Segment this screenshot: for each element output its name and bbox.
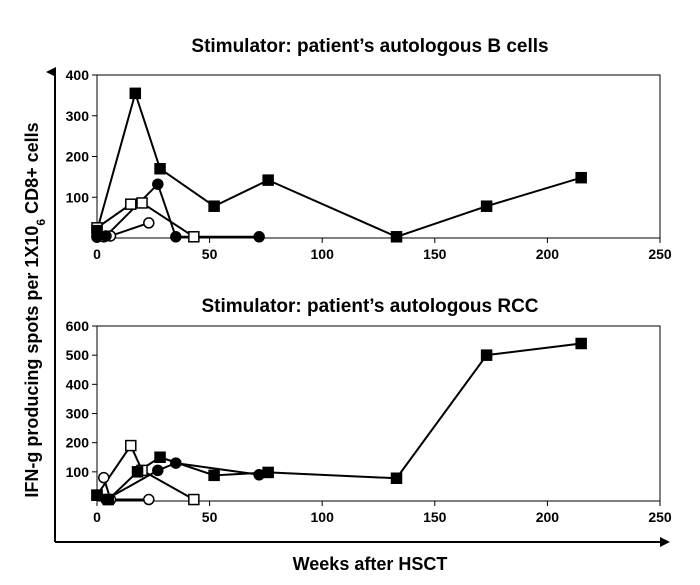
y-tick-label: 500 [66, 347, 90, 363]
data-point-open-square [125, 198, 137, 210]
data-point-filled-square [575, 171, 587, 184]
data-point-open-circle [143, 493, 155, 506]
data-point-filled-square [575, 337, 587, 350]
panel-rcc-ticks: 0 50 100 150 200 250 100 200 300 400 500 600 [66, 318, 672, 525]
y-tick-label: 100 [66, 189, 90, 205]
x-arrowhead [660, 537, 670, 547]
x-tick-label: 250 [648, 246, 672, 262]
data-point-open-square [136, 197, 148, 209]
panel-rcc-lines [96, 342, 582, 501]
data-point-filled-square [154, 451, 166, 463]
data-point-filled-square [154, 162, 166, 175]
data-point-filled-square [91, 224, 103, 237]
panel-b-cells-lines [96, 92, 582, 239]
y-tick-label: 200 [66, 149, 90, 165]
data-point-filled-square [262, 466, 274, 479]
y-tick-label: 300 [66, 406, 90, 422]
panel-b-cells-ticks: 0 50 100 150 200 250 100 200 300 400 [66, 67, 672, 262]
y-tick-label: 600 [66, 318, 90, 334]
data-point-filled-circle [152, 178, 164, 190]
y-tick-label: 100 [66, 464, 90, 480]
series-line-open-square [96, 444, 195, 501]
panel-b-cells-frame [96, 74, 661, 239]
data-point-filled-square [129, 87, 142, 100]
series-line-filled-circle [105, 462, 260, 501]
data-point-filled-square [262, 174, 274, 186]
data-point-filled-square [480, 349, 493, 361]
data-point-open-square [125, 439, 137, 452]
panel-b-cells-title: Stimulator: patient’s autologous B cells [191, 36, 548, 57]
data-point-open-square [188, 231, 200, 243]
data-point-filled-square [102, 493, 115, 506]
panel-rcc-title: Stimulator: patient’s autologous RCC [201, 296, 538, 317]
x-tick-label: 100 [311, 509, 335, 525]
y-tick-label: 300 [66, 108, 90, 124]
data-point-filled-square [208, 200, 220, 212]
x-tick-label: 200 [536, 509, 560, 525]
y-tick-label: 400 [66, 67, 90, 83]
data-point-filled-circle [170, 457, 182, 469]
data-point-filled-circle [170, 231, 182, 243]
data-point-filled-square [480, 200, 493, 212]
data-point-filled-square [131, 466, 144, 478]
x-tick-label: 50 [202, 509, 218, 525]
series-line-filled-square [96, 92, 582, 238]
panel-rcc: Stimulator: patient’s autologous RCC 0 50… [66, 296, 672, 525]
data-point-filled-square [91, 489, 103, 501]
data-point-open-circle [143, 217, 155, 229]
data-point-filled-square [208, 469, 220, 482]
x-tick-label: 200 [536, 246, 560, 262]
data-point-open-square [188, 493, 200, 506]
panel-rcc-frame [96, 325, 661, 502]
panel-rcc-markers [91, 337, 587, 506]
data-point-filled-circle [152, 464, 164, 477]
x-tick-label: 250 [648, 509, 672, 525]
data-point-filled-square [390, 472, 403, 484]
figure-xlabel: Weeks after HSCT [293, 554, 448, 574]
x-tick-label: 0 [93, 509, 101, 525]
panel-b-cells: Stimulator: patient’s autologous B cells… [66, 36, 672, 262]
x-tick-label: 50 [202, 246, 218, 262]
x-tick-label: 0 [93, 246, 101, 262]
data-point-filled-circle [253, 231, 265, 243]
figure-ylabel: IFN-g producing spots per 1X106 CD8+ cel… [22, 122, 48, 497]
y-tick-label: 400 [66, 376, 90, 392]
panel-b-cells-markers [91, 87, 587, 243]
x-tick-label: 150 [423, 509, 447, 525]
x-tick-label: 100 [311, 246, 335, 262]
series-line-filled-square [96, 342, 582, 501]
data-point-filled-square [390, 231, 403, 243]
data-point-open-circle [98, 471, 110, 484]
x-tick-label: 150 [423, 246, 447, 262]
y-tick-label: 200 [66, 435, 90, 451]
